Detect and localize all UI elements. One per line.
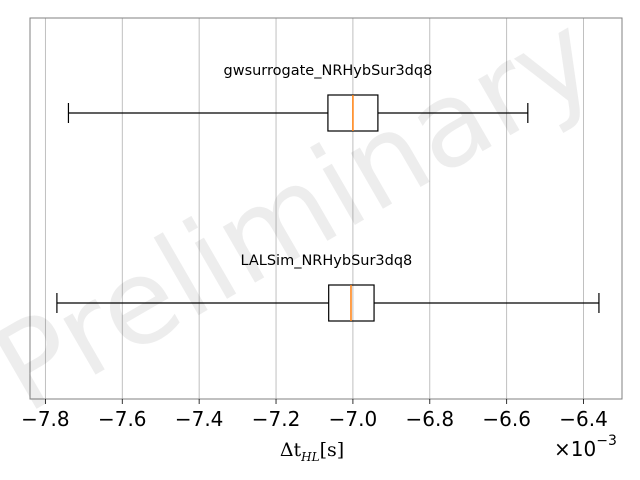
x-axis-label-subscript: HL [300, 450, 319, 464]
x-tick-label: −7.0 [329, 407, 378, 431]
box-series [56, 94, 600, 322]
x-tick-label: −6.8 [406, 407, 455, 431]
plot-frame [29, 17, 623, 400]
box-plot-2 [56, 284, 600, 322]
x-axis-label-base: Δt [280, 439, 302, 461]
x-tick-label: −6.6 [482, 407, 531, 431]
series-label-1: gwsurrogate_NRHybSur3dq8 [224, 63, 433, 79]
offset-exponent: −3 [596, 433, 617, 449]
offset-base: ×10 [554, 437, 596, 461]
series-label-2: LALSim_NRHybSur3dq8 [240, 253, 412, 269]
x-tick-label: −7.4 [175, 407, 224, 431]
box-plot-1 [67, 94, 529, 132]
axis-offset-text: ×10−3 [554, 433, 617, 461]
series-labels: gwsurrogate_NRHybSur3dq8 LALSim_NRHybSur3… [224, 63, 433, 269]
x-tick-label: −6.4 [559, 407, 608, 431]
grid-lines [44, 18, 584, 399]
x-axis-label: ΔtHL[s] [280, 439, 344, 464]
x-axis-ticks: −7.8 −7.6 −7.4 −7.2 −7.0 −6.8 −6.6 −6.4 [21, 399, 608, 431]
x-tick-label: −7.8 [21, 407, 70, 431]
x-axis-label-unit: [s] [320, 439, 345, 461]
x-tick-label: −7.2 [252, 407, 301, 431]
x-tick-label: −7.6 [98, 407, 147, 431]
